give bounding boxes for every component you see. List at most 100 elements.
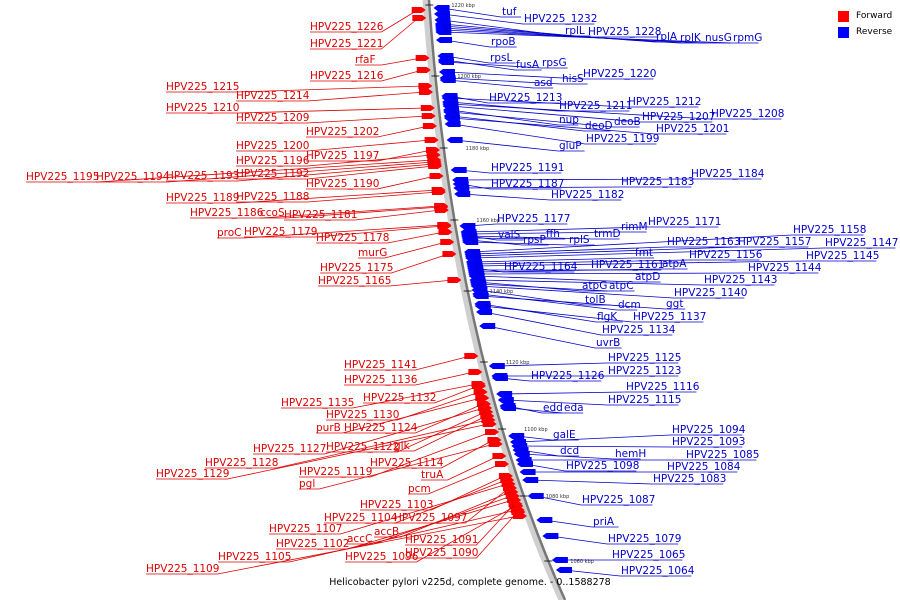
leader-line — [96, 161, 434, 183]
leader-line — [452, 123, 657, 145]
leader-line — [310, 17, 419, 50]
forward-gene-label: HPV225_1181 — [284, 209, 357, 221]
leader-line — [462, 193, 622, 201]
leader-line — [460, 178, 762, 181]
genome-backbone-shadow — [422, 0, 566, 600]
forward-gene-label: HPV225_1091 — [405, 534, 478, 546]
reverse-gene-label: deoB — [614, 116, 641, 128]
forward-gene-label: HPV225_1104 — [324, 512, 398, 524]
leader-line — [236, 165, 435, 180]
forward-gene-label: HPV225_1190 — [306, 178, 379, 190]
reverse-gene-label: trmD — [594, 228, 621, 240]
forward-gene-label: HPV225_1216 — [310, 70, 384, 82]
reverse-gene-label: ggt — [666, 298, 683, 310]
forward-gene-arrow — [422, 123, 437, 129]
leader-line — [370, 439, 494, 469]
leader-line — [281, 383, 478, 409]
reverse-gene-label: tolB — [585, 294, 606, 306]
leader-line — [394, 487, 510, 524]
forward-gene-arrow — [482, 421, 497, 427]
forward-gene-arrow — [415, 55, 430, 61]
leader-line — [299, 431, 492, 478]
leader-line — [326, 411, 486, 453]
leader-line — [469, 235, 620, 240]
reverse-gene-label: HPV225_1191 — [491, 162, 564, 174]
forward-gene-label: HPV225_1179 — [244, 226, 317, 238]
genome-title-text: Helicobacter pylori v225d, complete geno… — [329, 577, 611, 588]
forward-gene-arrow — [442, 251, 457, 257]
forward-gene-label: HPV225_1096 — [345, 551, 419, 563]
leader-line — [421, 455, 499, 481]
leader-line — [316, 231, 445, 244]
forward-gene-label: ccoS — [260, 207, 285, 219]
reverse-gene-label: HPV225_1182 — [551, 189, 624, 201]
reverse-gene-label: HPV225_1087 — [582, 494, 655, 506]
leader-line — [451, 111, 640, 128]
reverse-gene-label: deoD — [585, 120, 613, 132]
reverse-gene-label: HPV225_1144 — [748, 262, 822, 274]
forward-gene-label: HPV225_1192 — [236, 168, 309, 180]
reverse-gene-label: HPV225_1145 — [806, 250, 879, 262]
leader-line — [360, 475, 506, 511]
forward-gene-label: rfaF — [355, 54, 376, 66]
forward-gene-arrow — [510, 507, 525, 513]
forward-gene-label: HPV225_1195 — [26, 171, 99, 183]
leader-line — [363, 385, 479, 404]
leader-line — [477, 279, 775, 286]
forward-gene-label: HPV225_1186 — [190, 207, 264, 219]
reverse-gene-label: hisS — [562, 73, 584, 85]
leader-line — [236, 191, 438, 203]
reverse-gene-label: HPV225_1211 — [559, 100, 632, 112]
reverse-gene-label: HPV225_1125 — [608, 352, 681, 364]
reverse-gene-label: HPV225_1164 — [504, 261, 578, 273]
leader-line — [299, 443, 495, 490]
forward-gene-arrow — [440, 239, 455, 245]
leader-line — [284, 209, 441, 221]
tick-label: 1160 kbp — [476, 218, 500, 224]
reverse-gene-label: HPV225_1123 — [608, 365, 681, 377]
leader-line — [487, 325, 622, 349]
forward-gene-arrow — [419, 89, 434, 95]
leader-line — [355, 57, 422, 66]
reverse-gene-label: ffh — [546, 228, 560, 240]
reverse-gene-label: atpC — [609, 280, 634, 292]
reverse-gene-label: HPV225_1177 — [497, 213, 570, 225]
leader-line — [454, 139, 585, 152]
forward-gene-label: pcm — [408, 483, 431, 495]
leader-line — [460, 183, 562, 190]
reverse-gene-label: rpmG — [733, 32, 762, 44]
leader-line — [474, 260, 877, 267]
tick-label: 1080 kbp — [546, 494, 570, 500]
leader-line — [218, 509, 517, 563]
leader-line — [156, 423, 489, 480]
leader-line — [472, 246, 809, 257]
forward-gene-label: HPV225_1188 — [236, 191, 309, 203]
forward-gene-label: HPV225_1097 — [394, 512, 467, 524]
legend-forward: Forward — [838, 8, 892, 24]
reverse-gene-label: HPV225_1171 — [648, 216, 721, 228]
reverse-gene-label: rpoB — [491, 36, 516, 48]
forward-gene-arrow — [434, 207, 449, 213]
leader-line — [244, 225, 444, 238]
forward-gene-label: accC — [347, 533, 372, 545]
forward-gene-label: HPV225_1200 — [236, 140, 309, 152]
forward-gene-arrow — [468, 369, 483, 375]
leader-line — [358, 241, 447, 259]
forward-gene-arrow — [501, 481, 516, 487]
forward-gene-label: HPV225_1128 — [205, 457, 278, 469]
tick-label: 1220 kbp — [451, 3, 475, 9]
leader-line — [550, 535, 679, 545]
leader-line — [320, 253, 449, 274]
leader-line — [269, 483, 508, 535]
forward-gene-label: HPV225_1215 — [166, 81, 239, 93]
reverse-gene-label: HPV225_1115 — [608, 394, 681, 406]
leader-line — [482, 305, 704, 323]
leader-line — [474, 267, 575, 273]
forward-gene-arrow — [424, 137, 439, 143]
forward-gene-label: HPV225_1129 — [156, 468, 229, 480]
forward-gene-label: HPV225_1226 — [310, 21, 384, 33]
leader-line — [478, 283, 635, 292]
leader-line — [469, 235, 524, 241]
forward-gene-arrow — [421, 113, 436, 119]
forward-gene-label: HPV225_1221 — [310, 38, 383, 50]
